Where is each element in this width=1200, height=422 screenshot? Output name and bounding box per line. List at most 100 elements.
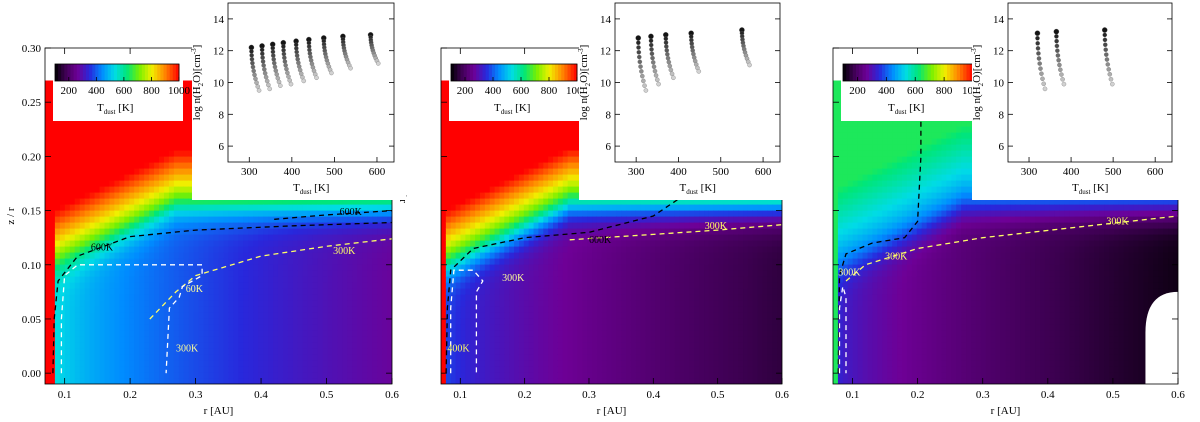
field-cell (208, 246, 215, 253)
field-cell (114, 294, 120, 301)
field-cell (489, 282, 496, 289)
field-cell (139, 54, 145, 61)
field-cell (312, 240, 319, 247)
field-cell (159, 222, 165, 229)
field-cell (475, 336, 481, 343)
field-cell (292, 306, 299, 313)
field-cell (292, 246, 299, 253)
field-cell (208, 312, 215, 319)
field-cell (178, 120, 185, 127)
field-cell (465, 312, 471, 319)
field-cell (479, 360, 486, 367)
field-cell (258, 366, 264, 373)
field-cell (94, 294, 101, 301)
field-cell (238, 222, 244, 229)
field-cell (337, 306, 344, 313)
field-cell (347, 228, 353, 235)
field-cell (268, 198, 274, 205)
colorbar-swatch (129, 64, 133, 81)
field-cell (198, 342, 205, 349)
field-cell (45, 80, 51, 85)
field-cell (183, 300, 190, 307)
field-cell (494, 270, 501, 277)
field-cell (455, 312, 462, 319)
field-cell (178, 288, 185, 295)
field-cell (154, 120, 160, 127)
field-cell (509, 180, 515, 187)
field-cell (509, 204, 515, 211)
field-cell (377, 204, 383, 211)
inset-point (329, 70, 334, 76)
field-cell (367, 216, 373, 223)
field-cell (292, 210, 299, 217)
field-cell (163, 192, 170, 199)
field-cell (94, 186, 101, 193)
field-cell (332, 288, 339, 295)
field-cell (129, 252, 135, 259)
field-cell (248, 354, 254, 361)
field-cell (149, 222, 155, 229)
field-cell (154, 222, 160, 229)
field-cell (475, 246, 481, 253)
field-cell (312, 234, 319, 241)
field-cell (479, 336, 486, 343)
field-cell (475, 258, 481, 265)
field-cell (183, 108, 190, 115)
field-cell (387, 360, 392, 367)
field-cell (104, 234, 111, 241)
field-cell (129, 216, 135, 223)
field-cell (144, 270, 150, 277)
field-cell (297, 354, 304, 361)
field-cell (213, 264, 220, 271)
field-cell (312, 228, 319, 235)
field-cell (475, 228, 481, 235)
field-cell (208, 378, 215, 385)
field-cell (470, 330, 476, 337)
field-cell (233, 366, 239, 373)
field-cell (45, 270, 51, 277)
field-cell (446, 48, 451, 55)
field-cell (45, 150, 51, 157)
field-cell (312, 300, 319, 307)
field-cell (312, 246, 319, 253)
field-cell (332, 348, 339, 355)
field-cell (149, 186, 155, 193)
field-cell (134, 234, 140, 241)
field-cell (248, 252, 254, 259)
field-cell (441, 288, 447, 295)
field-cell (362, 288, 368, 295)
field-cell (253, 294, 259, 301)
inset-point (301, 78, 307, 84)
field-cell (504, 330, 510, 337)
field-cell (445, 300, 452, 307)
field-cell (292, 324, 299, 331)
field-cell (465, 180, 471, 187)
field-cell (159, 276, 165, 283)
field-cell (362, 306, 368, 313)
field-cell (243, 216, 249, 223)
field-cell (104, 246, 111, 253)
field-cell (129, 312, 135, 319)
field-cell (109, 378, 115, 385)
field-cell (352, 330, 358, 337)
field-cell (79, 282, 86, 289)
field-cell (188, 222, 195, 229)
field-cell (445, 312, 452, 319)
field-cell (109, 48, 115, 55)
field-cell (248, 264, 254, 271)
field-cell (297, 276, 304, 283)
field-cell (54, 132, 61, 139)
field-cell (445, 306, 452, 313)
field-cell (268, 240, 274, 247)
field-cell (243, 354, 249, 361)
field-cell (489, 378, 496, 385)
field-cell (465, 294, 471, 301)
field-cell (134, 132, 140, 139)
field-cell (307, 342, 314, 349)
field-cell (154, 138, 160, 145)
field-cell (193, 306, 200, 313)
field-cell (193, 252, 200, 259)
field-cell (479, 234, 486, 241)
field-cell (357, 318, 363, 325)
inset-track (259, 43, 272, 92)
